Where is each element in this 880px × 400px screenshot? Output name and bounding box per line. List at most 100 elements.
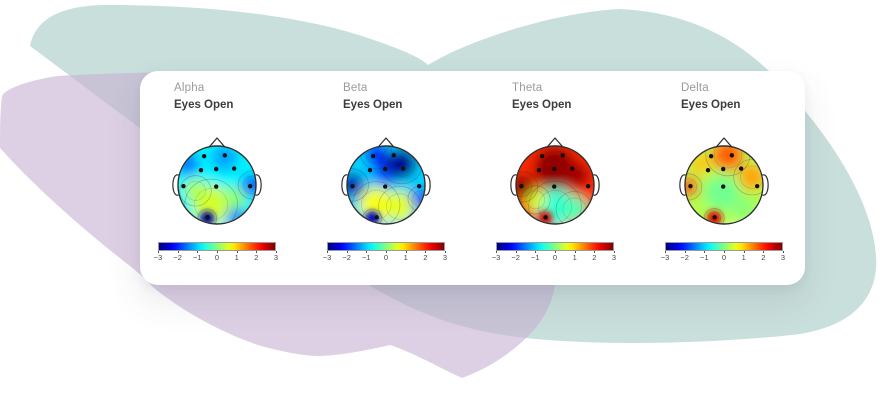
topomap	[674, 137, 774, 227]
electrode-dot	[231, 166, 237, 171]
condition-label: Eyes Open	[512, 99, 572, 111]
electrode-dot	[201, 153, 207, 159]
colorbar-ticks: −3 −2 −1 0 1 2 3	[661, 251, 785, 265]
colorbar-tick-mark	[614, 251, 615, 253]
electrode-dot	[536, 167, 542, 173]
colorbar-tick-label: −3	[660, 253, 670, 262]
electrode-dot	[205, 215, 210, 220]
electrode-dot	[214, 184, 219, 189]
band-label: Alpha	[174, 82, 205, 94]
colorbar-tick-label: −3	[322, 253, 332, 262]
electrode-dot	[738, 166, 744, 171]
contour-line	[194, 188, 229, 221]
colorbar-tick-label: 1	[403, 253, 408, 262]
colorbar-tick-mark	[158, 251, 159, 253]
contour-line	[347, 174, 363, 196]
colorbar-tick-label: −2	[342, 253, 351, 262]
colorbar-tick-mark	[783, 251, 784, 253]
colorbar-tick-label: 2	[254, 253, 259, 262]
colorbar-tick-mark	[217, 251, 218, 253]
scalp-field	[685, 146, 763, 224]
colorbar-tick-label: 3	[611, 253, 617, 262]
scalp-field	[516, 146, 594, 224]
colorbar-tick-mark	[327, 251, 328, 253]
colorbar-tick-label: 2	[592, 253, 597, 262]
head-outline	[177, 145, 257, 225]
contour-line	[685, 178, 698, 196]
colorbar	[665, 242, 783, 251]
electrode-dot	[374, 215, 379, 220]
colorbar-tick-label: 2	[423, 253, 428, 262]
colorbar-tick-mark	[425, 251, 427, 253]
ear-right-icon	[593, 174, 600, 196]
colorbar-tick-mark	[743, 251, 745, 253]
electrode-dot	[181, 183, 186, 189]
contour-line	[197, 208, 218, 224]
contour-line	[185, 180, 206, 201]
topomap-svg	[341, 137, 431, 225]
electrode-dot	[552, 184, 557, 189]
colorbar-tick-mark	[684, 251, 686, 253]
colorbar-tick-mark	[405, 251, 407, 253]
electrode-dot	[585, 183, 591, 189]
electrode-dot	[391, 153, 396, 158]
ear-left-icon	[510, 174, 517, 196]
colorbar	[158, 242, 276, 251]
electrode-dot	[370, 153, 376, 159]
ear-left-icon	[172, 174, 179, 196]
electrode-dot	[383, 166, 388, 172]
topomap	[167, 137, 267, 227]
colorbar-tick-mark	[665, 251, 666, 253]
ear-left-icon	[341, 174, 348, 196]
colorbar-tick-mark	[276, 251, 277, 253]
colorbar-tick-mark	[236, 251, 238, 253]
colorbar-tick-mark	[256, 251, 258, 253]
colorbar-tick-mark	[535, 251, 537, 253]
colorbar-tick-mark	[445, 251, 446, 253]
colorbar	[496, 242, 614, 251]
contour-line	[520, 185, 551, 215]
electrode-dot	[754, 183, 760, 189]
contour-line	[538, 190, 572, 223]
electrode-dot	[539, 153, 545, 159]
contour-line	[707, 211, 721, 224]
contour-line	[200, 212, 214, 224]
results-card: Alpha Eyes Open −3 −2 −1 0 1 2 3 Beta Eyes Ope…	[140, 71, 805, 285]
contour-line	[516, 171, 538, 203]
topomap-panel: Theta Eyes Open −3 −2 −1 0 1 2 3	[492, 71, 617, 285]
condition-label: Eyes Open	[343, 99, 403, 111]
colorbar-tick-mark	[515, 251, 517, 253]
colorbar-tick-mark	[594, 251, 596, 253]
head-outline	[346, 145, 426, 225]
colorbar-tick-mark	[555, 251, 556, 253]
electrode-dot	[688, 183, 693, 189]
contour-line	[366, 146, 387, 164]
contour-line	[184, 178, 238, 224]
contour-line	[713, 146, 743, 169]
colorbar-tick-label: 3	[442, 253, 448, 262]
colorbar-tick-label: −3	[491, 253, 501, 262]
colorbar-tick-label: −2	[173, 253, 182, 262]
colorbar-tick-label: −2	[680, 253, 689, 262]
colorbar-ticks: −3 −2 −1 0 1 2 3	[323, 251, 448, 265]
contour-line	[733, 159, 763, 196]
electrode-dot	[367, 167, 373, 173]
colorbar-tick-label: 1	[572, 253, 577, 262]
electrode-dot	[222, 153, 227, 158]
topomap-svg	[679, 137, 769, 225]
ear-left-icon	[679, 174, 686, 196]
colorbar-tick-mark	[496, 251, 497, 253]
contour-line	[179, 175, 212, 207]
colorbar-tick-mark	[197, 251, 199, 253]
colorbar-tick-mark	[574, 251, 576, 253]
topomap-panel: Delta Eyes Open −3 −2 −1 0 1 2 3	[661, 71, 785, 285]
electrode-dot	[721, 166, 726, 172]
colorbar-ticks: −3 −2 −1 0 1 2 3	[154, 251, 278, 265]
electrode-dot	[705, 167, 711, 173]
topomap-panel: Alpha Eyes Open −3 −2 −1 0 1 2 3	[154, 71, 278, 285]
colorbar	[327, 242, 445, 251]
colorbar-tick-mark	[177, 251, 179, 253]
topomap-panel: Beta Eyes Open −3 −2 −1 0 1 2 3	[323, 71, 448, 285]
condition-label: Eyes Open	[681, 99, 741, 111]
topomap	[505, 137, 605, 227]
